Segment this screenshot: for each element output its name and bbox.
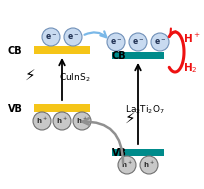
Bar [112, 149, 164, 156]
Circle shape [151, 33, 169, 51]
Text: CB: CB [8, 46, 23, 56]
Text: h$^+$: h$^+$ [36, 116, 48, 126]
Text: e$^-$: e$^-$ [110, 37, 122, 47]
Bar [34, 46, 90, 54]
Text: h$^+$: h$^+$ [76, 116, 88, 126]
Text: H$^+$: H$^+$ [183, 31, 201, 45]
Bar [112, 51, 164, 59]
Text: ⚡: ⚡ [125, 111, 135, 125]
Circle shape [118, 156, 136, 174]
Text: h$^+$: h$^+$ [143, 160, 155, 170]
Text: CuInS$_2$: CuInS$_2$ [59, 72, 91, 84]
Text: CB: CB [112, 51, 127, 61]
Text: VB: VB [8, 104, 23, 114]
Circle shape [140, 156, 158, 174]
Circle shape [107, 33, 125, 51]
Text: e$^-$: e$^-$ [154, 37, 166, 47]
Text: ⚡: ⚡ [25, 67, 35, 83]
Circle shape [42, 28, 60, 46]
Text: h$^+$: h$^+$ [121, 160, 133, 170]
Circle shape [129, 33, 147, 51]
Circle shape [53, 112, 71, 130]
FancyArrowPatch shape [83, 118, 123, 163]
Circle shape [33, 112, 51, 130]
Text: VB: VB [112, 148, 127, 158]
Text: e$^-$: e$^-$ [45, 32, 57, 42]
Bar [34, 104, 90, 112]
Circle shape [64, 28, 82, 46]
FancyArrowPatch shape [84, 31, 106, 37]
Circle shape [73, 112, 91, 130]
Text: h$^+$: h$^+$ [56, 116, 68, 126]
Text: e$^-$: e$^-$ [67, 32, 79, 42]
Text: e$^-$: e$^-$ [132, 37, 144, 47]
Text: H$_2$: H$_2$ [183, 61, 198, 75]
Text: La$_2$Ti$_2$O$_7$: La$_2$Ti$_2$O$_7$ [125, 104, 165, 116]
